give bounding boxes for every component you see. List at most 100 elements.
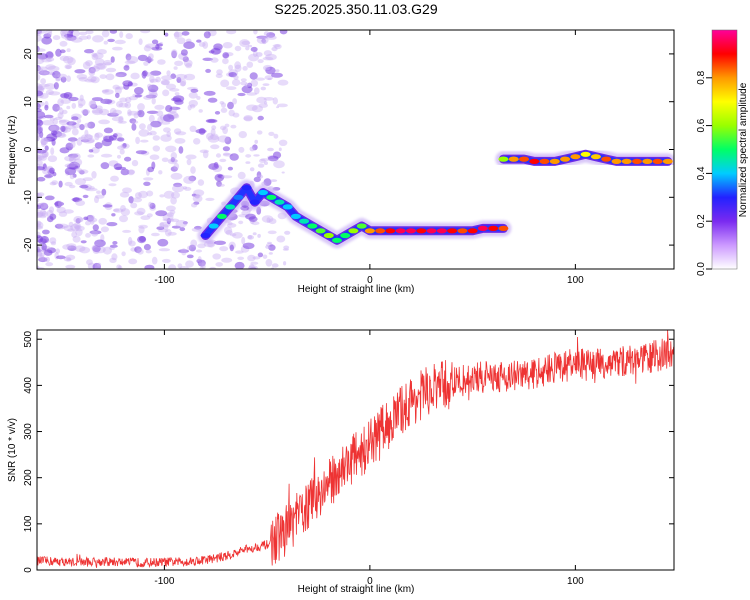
noise-blob — [52, 103, 60, 112]
noise-blob — [103, 127, 113, 134]
noise-blob — [49, 213, 57, 220]
noise-blob — [208, 163, 220, 170]
noise-blob — [232, 112, 240, 118]
noise-blob — [231, 78, 241, 87]
noise-blob — [209, 266, 217, 269]
background-noise-scatter — [37, 30, 291, 269]
noise-blob — [67, 245, 77, 251]
colorbar-tick-label: 0.6 — [696, 118, 707, 132]
noise-blob — [189, 125, 197, 132]
noise-blob — [37, 58, 44, 65]
ridge-point — [426, 228, 437, 234]
noise-blob — [110, 56, 115, 63]
ridge-point — [416, 228, 427, 234]
noise-blob — [170, 166, 178, 172]
ridge-point — [529, 158, 540, 164]
noise-blob — [187, 245, 192, 250]
noise-blob — [88, 66, 96, 74]
noise-blob — [86, 214, 94, 222]
noise-blob — [52, 118, 58, 125]
noise-blob — [198, 42, 206, 47]
noise-blob — [242, 242, 255, 249]
noise-blob — [63, 256, 72, 262]
noise-blob — [191, 227, 201, 232]
noise-blob — [107, 38, 115, 43]
noise-blob — [119, 215, 128, 223]
noise-blob — [157, 59, 166, 65]
noise-blob — [138, 38, 143, 45]
noise-blob — [98, 217, 107, 225]
noise-blob — [178, 146, 184, 154]
noise-blob — [86, 137, 95, 143]
noise-blob — [37, 66, 49, 72]
noise-blob — [78, 31, 88, 36]
noise-blob — [256, 174, 264, 179]
noise-blob — [108, 183, 117, 187]
noise-blob — [264, 66, 271, 71]
noise-blob — [82, 109, 89, 116]
ridge-point — [560, 156, 571, 162]
noise-blob — [120, 208, 131, 216]
noise-blob — [148, 114, 155, 123]
noise-blob — [111, 213, 116, 217]
noise-blob — [216, 180, 222, 187]
noise-blob — [113, 208, 124, 213]
noise-blob — [41, 243, 47, 251]
noise-blob — [37, 34, 42, 42]
noise-blob — [43, 114, 54, 119]
noise-blob — [179, 227, 186, 232]
colorbar-ticks: 0.0 0.2 0.4 0.6 0.8 — [696, 70, 712, 276]
noise-blob — [124, 102, 132, 109]
ridge-point — [590, 154, 601, 160]
noise-blob — [45, 89, 55, 95]
noise-blob — [137, 109, 145, 118]
noise-blob — [75, 228, 83, 237]
noise-blob — [54, 116, 63, 120]
ridge-point — [447, 228, 458, 234]
noise-blob — [217, 174, 223, 178]
noise-blob — [165, 105, 173, 112]
noise-blob — [37, 30, 41, 34]
noise-blob — [148, 201, 153, 208]
noise-blob — [101, 89, 108, 93]
noise-blob — [130, 202, 138, 209]
noise-blob — [102, 204, 113, 208]
noise-blob — [37, 86, 45, 91]
noise-blob — [37, 53, 48, 60]
noise-blob — [138, 129, 150, 137]
noise-blob — [138, 224, 148, 229]
noise-blob — [64, 181, 73, 187]
noise-blob — [72, 235, 81, 243]
noise-blob — [65, 142, 74, 151]
noise-blob — [63, 33, 74, 39]
ridge-point — [315, 228, 326, 234]
noise-blob — [226, 30, 237, 35]
noise-blob — [163, 114, 175, 123]
noise-blob — [128, 258, 138, 265]
noise-blob — [45, 64, 56, 70]
noise-blob — [149, 154, 160, 160]
colorbar-gradient — [712, 30, 737, 269]
noise-blob — [37, 67, 44, 74]
noise-blob — [211, 125, 217, 130]
noise-blob — [126, 56, 139, 64]
noise-blob — [240, 78, 247, 82]
noise-blob — [142, 70, 148, 77]
noise-blob — [77, 98, 86, 107]
noise-blob — [91, 97, 103, 102]
noise-blob — [165, 145, 177, 153]
noise-blob — [72, 173, 77, 178]
noise-blob — [39, 215, 47, 219]
noise-blob — [158, 248, 171, 252]
noise-blob — [190, 88, 199, 93]
chart-title: S225.2025.350.11.03.G29 — [274, 1, 437, 17]
ridge-point — [632, 158, 642, 164]
noise-blob — [115, 74, 124, 78]
noise-blob — [164, 228, 172, 237]
noise-blob — [45, 262, 54, 267]
noise-blob — [94, 194, 105, 199]
noise-blob — [88, 68, 96, 77]
noise-blob — [222, 58, 229, 65]
ridge-point — [436, 228, 447, 234]
noise-blob — [53, 82, 59, 90]
